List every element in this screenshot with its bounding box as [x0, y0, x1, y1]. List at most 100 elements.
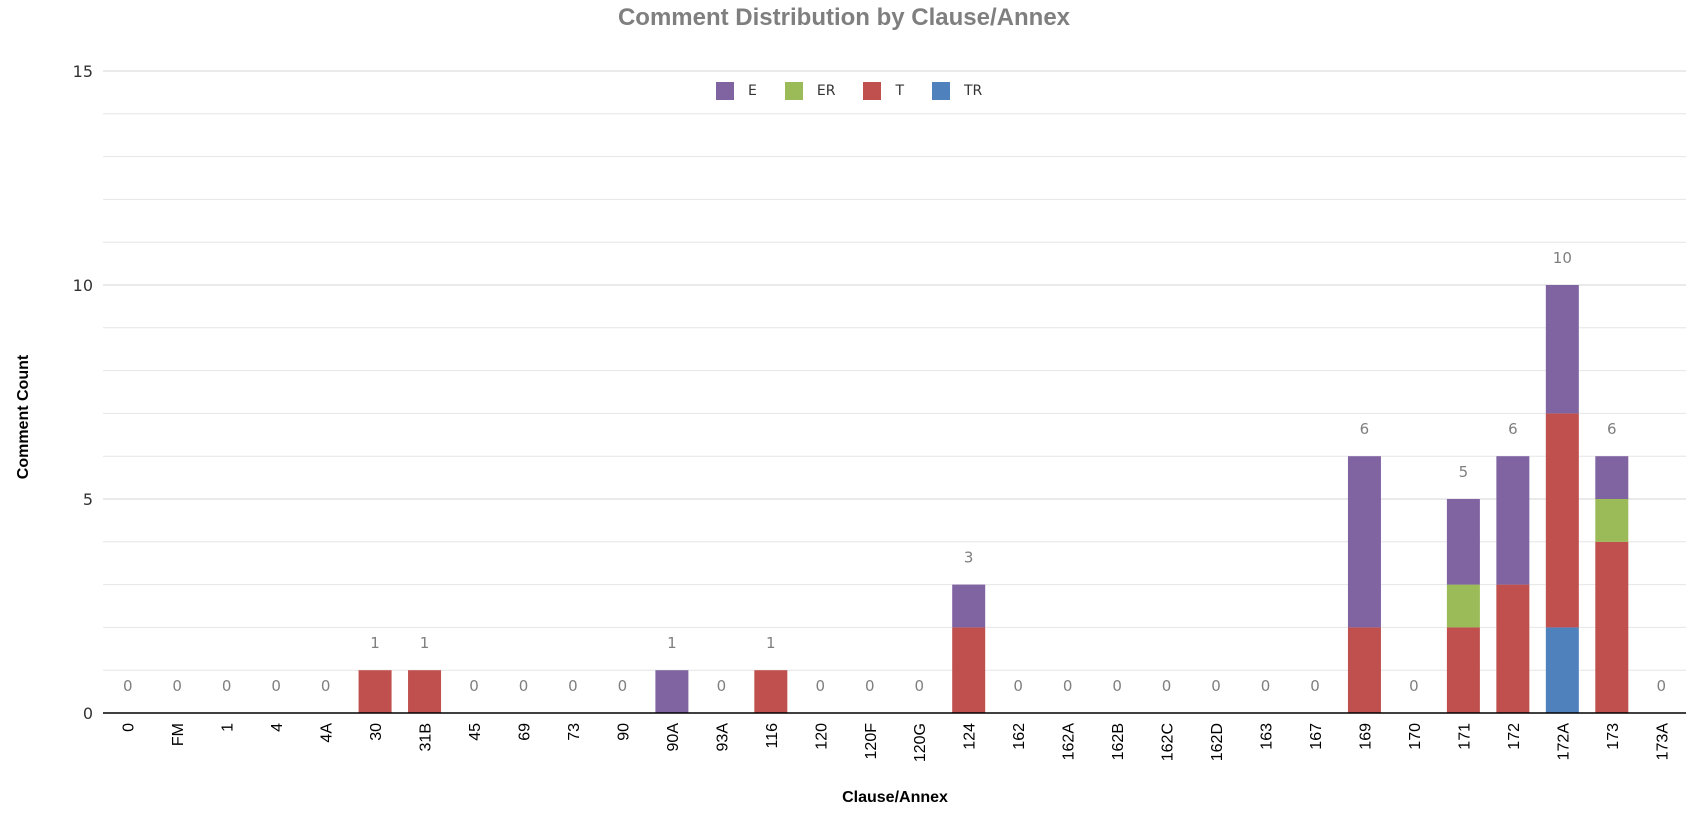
y-tick-label: 10: [73, 276, 93, 295]
legend-label-tr: TR: [964, 83, 983, 99]
x-axis-title: Clause/Annex: [842, 789, 948, 806]
bar-segment-tr: [1545, 627, 1579, 713]
data-label: 0: [469, 677, 479, 695]
data-label: 0: [222, 677, 232, 695]
x-tick-label: 0: [121, 723, 138, 732]
data-label: 3: [964, 549, 974, 567]
x-tick-label: FM: [170, 723, 187, 746]
x-tick-label: 172A: [1555, 723, 1572, 761]
legend-label-e: E: [748, 83, 757, 99]
legend-swatch-t: [863, 82, 882, 100]
bar-segment-e: [1595, 456, 1629, 499]
x-tick-label: 162A: [1061, 723, 1078, 761]
bar-segment-t: [358, 670, 392, 713]
data-label: 0: [1063, 677, 1073, 695]
x-tick-label: 173A: [1654, 723, 1671, 761]
data-label: 1: [370, 634, 380, 652]
legend-label-t: T: [895, 83, 904, 99]
y-tick-label: 15: [73, 62, 93, 81]
chart-title: Comment Distribution by Clause/Annex: [617, 4, 1071, 31]
x-tick-label: 167: [1308, 723, 1325, 750]
x-tick-label: 45: [467, 723, 484, 741]
legend-label-er: ER: [816, 83, 836, 99]
data-label: 1: [667, 634, 677, 652]
bar-segment-t: [1446, 627, 1480, 713]
data-label: 1: [420, 634, 430, 652]
legend-swatch-e: [716, 82, 734, 100]
x-tick-label: 4: [269, 723, 286, 732]
x-tick-label: 90: [615, 723, 632, 741]
x-tick-label: 120G: [912, 723, 929, 762]
data-label: 0: [914, 677, 924, 695]
data-label: 0: [1310, 677, 1320, 695]
data-label: 0: [1013, 677, 1023, 695]
bar-segment-t: [1347, 627, 1381, 713]
bar-segment-t: [952, 627, 986, 713]
data-label: 1: [766, 634, 776, 652]
bar-segment-e: [1545, 285, 1579, 414]
x-tick-label: 172: [1506, 723, 1523, 750]
x-tick-label: 90A: [665, 723, 682, 752]
x-tick-label: 73: [566, 723, 583, 741]
x-tick-label: 31B: [418, 723, 435, 751]
data-label: 6: [1508, 420, 1518, 438]
x-tick-label: 162B: [1110, 723, 1127, 760]
bar-segment-e: [1446, 499, 1480, 585]
data-label: 0: [1409, 677, 1419, 695]
x-tick-label: 120F: [863, 723, 880, 760]
bar-segment-e: [655, 670, 689, 713]
x-tick-label: 124: [962, 723, 979, 750]
x-tick-label: 69: [516, 723, 533, 741]
x-tick-label: 170: [1407, 723, 1424, 750]
x-tick-label: 162C: [1160, 723, 1177, 761]
data-label: 6: [1607, 420, 1617, 438]
legend-swatch-er: [784, 82, 803, 100]
legend-item-e[interactable]: E: [716, 82, 757, 100]
data-label: 0: [568, 677, 578, 695]
x-tick-label: 4A: [319, 723, 336, 743]
legend-item-tr[interactable]: TR: [932, 82, 982, 100]
y-tick-label: 0: [83, 704, 93, 723]
bar-segment-t: [1595, 541, 1629, 713]
bar-segment-t: [408, 670, 442, 713]
legend: E ER T TR: [716, 80, 1010, 102]
data-label: 0: [865, 677, 875, 695]
bar-segment-er: [1446, 584, 1480, 628]
legend-item-t[interactable]: T: [863, 82, 904, 100]
bar-segment-e: [1496, 456, 1530, 585]
x-tick-label: 163: [1259, 723, 1276, 750]
data-label: 0: [1162, 677, 1172, 695]
x-tick-label: 173: [1605, 723, 1622, 750]
legend-item-er[interactable]: ER: [784, 82, 836, 100]
x-tick-label: 120: [813, 723, 830, 750]
data-label: 0: [816, 677, 826, 695]
bar-segment-er: [1595, 499, 1629, 542]
bar-segment-t: [1496, 584, 1530, 713]
x-tick-label: 93A: [714, 723, 731, 752]
data-label: 0: [1261, 677, 1271, 695]
data-label: 0: [271, 677, 281, 695]
data-label: 0: [1112, 677, 1122, 695]
bar-segment-e: [1347, 456, 1381, 628]
x-tick-label: 116: [764, 723, 781, 749]
data-label: 0: [172, 677, 182, 695]
data-label: 0: [321, 677, 331, 695]
bar-segment-t: [1545, 413, 1579, 628]
x-tick-label: 1: [220, 723, 237, 732]
x-tick-label: 171: [1456, 723, 1473, 750]
x-tick-label: 162: [1011, 723, 1028, 750]
y-tick-label: 5: [83, 490, 93, 509]
data-label: 0: [717, 677, 727, 695]
x-tick-label: 169: [1357, 723, 1374, 750]
data-label: 0: [519, 677, 529, 695]
data-label: 0: [123, 677, 133, 695]
data-label: 6: [1360, 420, 1370, 438]
legend-swatch-tr: [932, 82, 950, 100]
x-tick-label: 30: [368, 723, 385, 741]
bar-segment-e: [952, 584, 986, 628]
data-label: 10: [1553, 249, 1572, 267]
data-label: 0: [1656, 677, 1666, 695]
x-tick-label: 162D: [1209, 723, 1226, 761]
data-label: 0: [618, 677, 628, 695]
data-label: 5: [1459, 463, 1469, 481]
